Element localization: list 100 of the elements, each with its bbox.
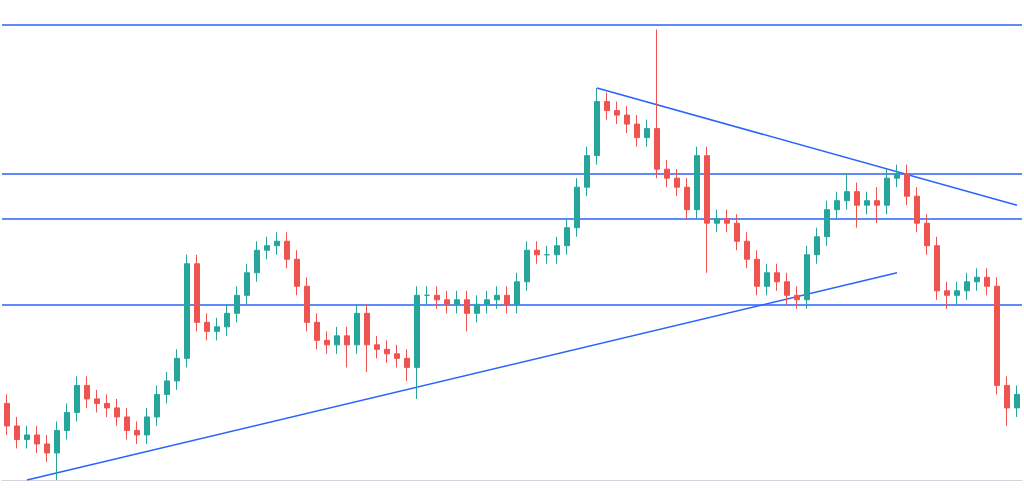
candlestick [364,303,370,373]
candlestick [694,146,700,220]
candlestick [584,146,590,197]
candlestick [424,285,430,305]
candlestick [594,87,600,166]
candlestick [494,285,500,310]
candlestick [524,240,530,292]
candlestick [214,317,220,341]
candlestick [964,272,970,301]
candlestick [84,375,90,409]
candlestick [794,285,800,310]
candlestick [234,285,240,323]
candlestick [674,168,680,197]
candlestick [684,177,690,220]
candlestick [434,285,440,310]
candlestick [54,420,60,481]
candlestick [504,285,510,314]
candlestick [894,164,900,188]
candlestick [284,231,290,269]
candlestick [874,186,880,224]
candlestick [834,191,840,220]
candlestick [64,402,70,440]
candlestick [254,240,260,283]
candlestick [44,434,50,463]
candlestick [714,209,720,233]
candlestick [884,168,890,215]
candlestick [784,272,790,305]
candlestick [974,267,980,292]
candlestick [854,182,860,229]
candlestick [1004,375,1010,427]
candlestick [394,344,400,368]
candlestick [4,393,10,436]
candlestick [264,236,270,260]
candlestick [984,267,990,296]
candlestick [474,294,480,323]
candlestick [754,249,760,296]
candlestick [744,231,750,269]
candlestick [134,420,140,445]
candlestick [414,285,420,400]
candlestick [404,348,410,382]
candlestick [764,263,770,296]
candlestick [664,159,670,188]
candlestick [24,425,30,449]
candlestick [634,114,640,148]
candlestick [774,263,780,292]
candlestick [844,173,850,211]
candlestick [734,213,740,251]
candlestick [354,303,360,355]
candlestick [454,290,460,314]
candlestick [374,335,380,359]
candlestick [484,290,490,314]
candlestick [724,209,730,233]
candlestick [114,398,120,427]
candlestick [314,312,320,350]
candlestick [344,326,350,368]
candlestick [814,227,820,265]
candlestick [564,218,570,256]
candlestick [904,164,910,206]
candlestick [824,200,830,247]
candlestick [924,213,930,256]
candlestick [154,384,160,427]
candlestick [604,92,610,121]
candlestick [294,249,300,296]
candlestick [954,281,960,305]
candlestick [544,245,550,265]
candlestick [334,326,340,355]
candlestick [614,101,620,125]
candlestick [444,290,450,314]
candlestick [204,312,210,341]
candlestick [74,375,80,422]
candlestick [994,276,1000,395]
candlestick [34,425,40,454]
candlestick [174,348,180,391]
candlestick [14,416,20,449]
candlestick [184,254,190,368]
candlestick [94,389,100,413]
candlestick [104,393,110,418]
candlestick [194,254,200,332]
candlestick [804,245,810,310]
candlestick [514,272,520,314]
candlestick [164,371,170,404]
candlestick [554,236,560,265]
candlestick [934,236,940,301]
candlestick [644,119,650,148]
candlestick [704,146,710,274]
candlestick [384,339,390,364]
candlestick [914,186,920,233]
candlestick [324,330,330,355]
candlestick [224,303,230,337]
candlestick [304,276,310,332]
candlestick [864,191,870,215]
candlestick [654,29,660,179]
candlestick [1014,384,1020,418]
candlestick [944,281,950,310]
candlestick [534,240,540,265]
candlestick [144,407,150,445]
candlestick [624,105,630,134]
candlestick [124,407,130,440]
candlestick [574,177,580,238]
candlestick [244,263,250,305]
